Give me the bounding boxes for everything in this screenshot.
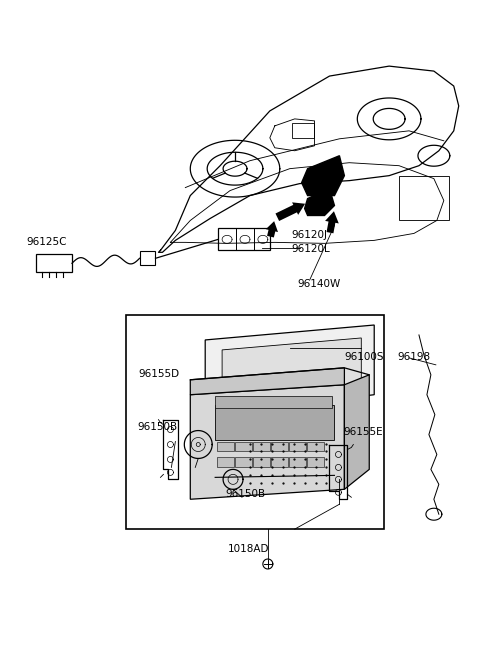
Bar (215, 405, 335, 440)
Bar (292, 123, 313, 138)
Bar (126, 315, 384, 529)
Bar (307, 457, 324, 468)
Bar (140, 251, 156, 265)
Text: 96198: 96198 (397, 352, 430, 362)
Text: 96120L: 96120L (292, 244, 330, 255)
Bar (215, 396, 333, 407)
Bar (217, 457, 234, 468)
Polygon shape (205, 325, 374, 415)
Bar (288, 441, 306, 451)
Bar (235, 441, 252, 451)
Text: 96150B: 96150B (138, 422, 178, 432)
Bar (271, 441, 288, 451)
Bar (217, 441, 234, 451)
Text: 96155E: 96155E (343, 426, 383, 436)
Bar (253, 441, 270, 451)
FancyArrowPatch shape (276, 202, 305, 221)
Polygon shape (190, 385, 344, 499)
Text: 96120J: 96120J (292, 230, 328, 240)
Polygon shape (301, 155, 344, 195)
Polygon shape (344, 375, 369, 489)
Bar (307, 441, 324, 451)
Bar (36, 255, 72, 272)
Text: 96140W: 96140W (298, 279, 341, 289)
FancyArrowPatch shape (325, 211, 339, 234)
Bar (271, 457, 288, 468)
Polygon shape (305, 188, 335, 215)
Bar (235, 457, 252, 468)
Bar (288, 457, 306, 468)
Text: 96100S: 96100S (344, 352, 384, 362)
FancyArrowPatch shape (266, 221, 278, 237)
Text: 1018AD: 1018AD (228, 544, 270, 554)
Bar (399, 176, 449, 220)
Polygon shape (222, 338, 361, 400)
Text: 96155D: 96155D (139, 369, 180, 379)
Polygon shape (190, 368, 344, 395)
Text: 96125C: 96125C (26, 237, 67, 247)
Bar (253, 457, 270, 468)
Bar (218, 228, 270, 251)
Text: 96150B: 96150B (225, 489, 265, 499)
